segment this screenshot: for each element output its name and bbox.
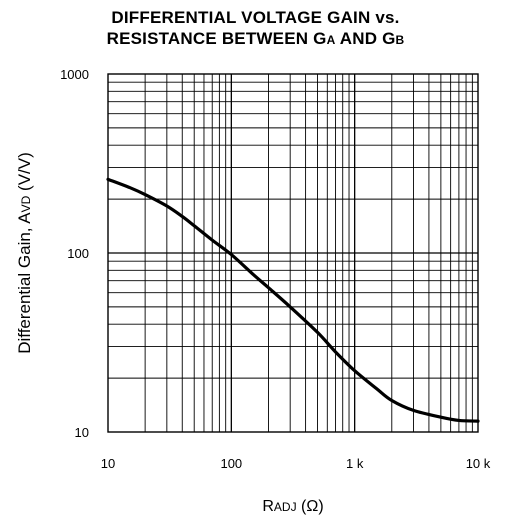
gain-curve [106,177,480,423]
y-tick-label: 100 [67,246,89,261]
x-axis-label: RADJ (Ω) [262,498,323,515]
chart-title-line-1-text: DIFFERENTIAL VOLTAGE GAIN vs. [111,8,400,27]
x-tick-label: 100 [220,456,242,471]
x-axis-label-unit: (Ω) [297,498,324,515]
tick-labels-layer: 10 100 1 k 10 k 10 100 1000 [60,67,491,471]
chart-title-line-2: RESISTANCE BETWEEN GA AND GB [0,29,511,50]
chart-title-line-2-main: RESISTANCE BETWEEN G [106,29,327,48]
x-tick-label: 10 [101,456,115,471]
x-tick-label: 1 k [346,456,364,471]
plot-frame [107,73,479,433]
x-tick-label: 10 k [466,456,491,471]
grid-layer [108,74,478,432]
x-axis-label-main: R [262,498,274,515]
y-axis-label-sub: VD [19,195,33,212]
y-axis-label-unit: (V/V) [15,152,34,195]
y-tick-label: 1000 [60,67,89,82]
y-axis-label-main: Differential Gain, A [15,212,34,354]
y-axis-label: Differential Gain, AVD (V/V) [15,152,34,354]
x-axis-label-sub: ADJ [274,500,297,514]
chart-title-line-2-and: AND G [335,29,396,48]
chart-title-line-2-sub-b: B [395,33,405,47]
chart-title-line-2-sub-a: A [326,33,336,47]
y-tick-label: 10 [75,425,89,440]
chart-title-line-1: DIFFERENTIAL VOLTAGE GAIN vs. [0,8,511,28]
